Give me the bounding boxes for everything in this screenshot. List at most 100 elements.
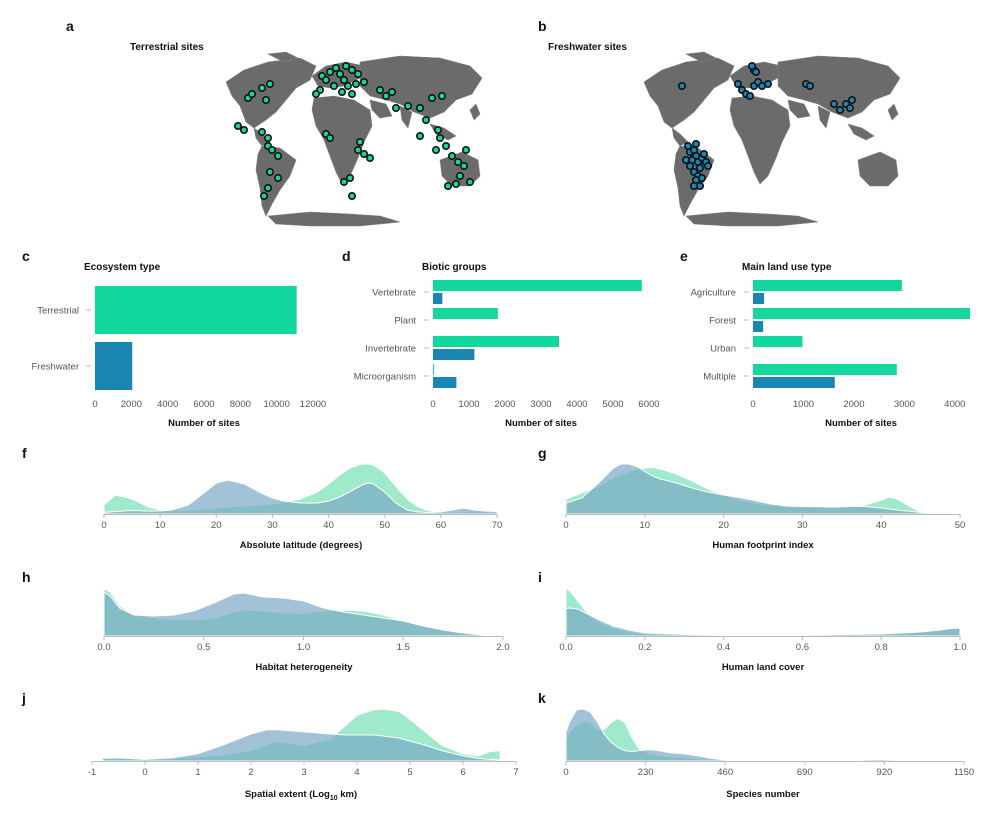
freshwater-site-marker [697,174,706,183]
terrestrial-site-marker [257,84,266,93]
freshwater-site-marker [763,80,772,89]
panel-e-label: e [680,248,688,264]
panel-c-label: c [22,248,30,264]
panel-i-label: i [538,569,542,585]
terrestrial-site-marker [421,116,430,125]
category-label: Forest [709,316,736,327]
terrestrial-site-markers [234,61,474,201]
freshwater-site-marker [747,61,756,70]
x-tick-label: 4000 [157,399,178,410]
x-tick-label: 0 [101,520,106,531]
terrestrial-site-marker [257,128,266,137]
bar [433,349,475,360]
x-tick-label: 0 [430,399,435,410]
x-tick-label: 920 [876,767,892,778]
bar [433,293,443,304]
freshwater-site-marker [751,68,760,77]
panel-j-xlabel: Spatial extent (Log10 km) [245,789,357,802]
terrestrial-site-marker [347,90,356,99]
panel-d-title: Biotic groups [422,262,487,273]
terrestrial-site-marker [431,146,440,155]
terrestrial-site-marker [347,192,356,201]
density-area [565,708,965,762]
category-label: Freshwater [31,362,79,373]
terrestrial-site-marker [263,134,272,143]
world-map-terrestrial [225,51,483,227]
land-use-bar-chart: Agriculture Forest Urban Multiple 0 1000 2000 3… [691,280,970,410]
x-tick-label: 1150 [954,767,974,778]
category-label: Vertebrate [372,288,416,299]
terrestrial-site-marker [265,168,274,177]
terrestrial-site-marker [259,192,268,201]
category-label: Agriculture [691,288,736,299]
freshwater-site-marker [681,156,690,165]
freshwater-site-marker [703,162,712,171]
x-tick-label: 1 [195,767,200,778]
terrestrial-site-marker [441,142,450,151]
terrestrial-site-marker [459,162,468,171]
terrestrial-site-marker [341,61,350,70]
x-tick-label: 12000 [300,399,326,410]
x-tick-label: 50 [379,520,390,531]
biotic-groups-bar-chart: Vertebrate Plant Invertebrate Microorganism… [354,280,660,410]
x-tick-label: 6000 [638,399,659,410]
terrestrial-site-marker [325,68,334,77]
density-area [565,607,961,637]
terrestrial-site-marker [321,76,330,85]
x-tick-label: 230 [638,767,654,778]
terrestrial-site-marker [263,184,272,193]
freshwater-site-marker [805,82,814,91]
habitat-heterogeneity-density-plot: 0.0 0.5 1.0 1.5 2.0 [97,587,510,653]
bar [95,286,297,334]
freshwater-site-marker [699,150,708,159]
density-area [565,463,961,515]
terrestrial-site-marker [353,70,362,79]
bar [753,336,803,347]
terrestrial-site-marker [265,80,274,89]
x-tick-label: 0.8 [875,642,888,653]
terrestrial-site-marker [359,78,368,87]
x-tick-label: 5 [407,767,412,778]
x-tick-label: 4000 [566,399,587,410]
latitude-density-plot: 0 10 20 30 40 50 60 70 [101,463,502,531]
category-label: Urban [710,344,736,355]
x-tick-label: 460 [717,767,733,778]
terrestrial-site-marker [347,66,356,75]
terrestrial-site-marker [415,132,424,141]
bar [433,377,457,388]
x-tick-label: 1.0 [297,642,310,653]
terrestrial-site-marker [415,104,424,113]
x-tick-label: 1000 [793,399,814,410]
human-land-cover-density-plot: 0.0 0.2 0.4 0.6 0.8 1.0 [559,587,967,653]
x-tick-label: 3000 [530,399,551,410]
bar [433,336,559,347]
x-tick-label: 10 [155,520,166,531]
terrestrial-site-marker [353,146,362,155]
x-tick-label: 0.4 [717,642,730,653]
terrestrial-site-marker [273,152,282,161]
x-tick-label: 30 [267,520,278,531]
bar [753,308,970,319]
terrestrial-site-marker [240,126,249,135]
x-tick-label: 0.0 [559,642,572,653]
x-tick-label: 8000 [230,399,251,410]
bar [433,308,498,319]
panel-e-xlabel: Number of sites [825,418,897,429]
density-area [103,479,498,515]
x-tick-label: 6 [460,767,465,778]
terrestrial-site-marker [403,102,412,111]
panel-c-xlabel: Number of sites [168,418,240,429]
terrestrial-site-marker [381,92,390,101]
freshwater-site-marker [677,82,686,91]
panel-k-label: k [538,690,546,706]
world-map-freshwater [643,51,901,227]
terrestrial-site-marker [339,76,348,85]
density-area [102,729,501,762]
panel-b-label: b [538,18,547,34]
spatial-extent-density-plot: -1 0 1 2 3 4 5 6 7 [88,708,519,778]
bar [753,321,764,332]
x-tick-label: 4 [354,767,359,778]
terrestrial-site-marker [455,172,464,181]
panel-g-label: g [538,445,547,461]
